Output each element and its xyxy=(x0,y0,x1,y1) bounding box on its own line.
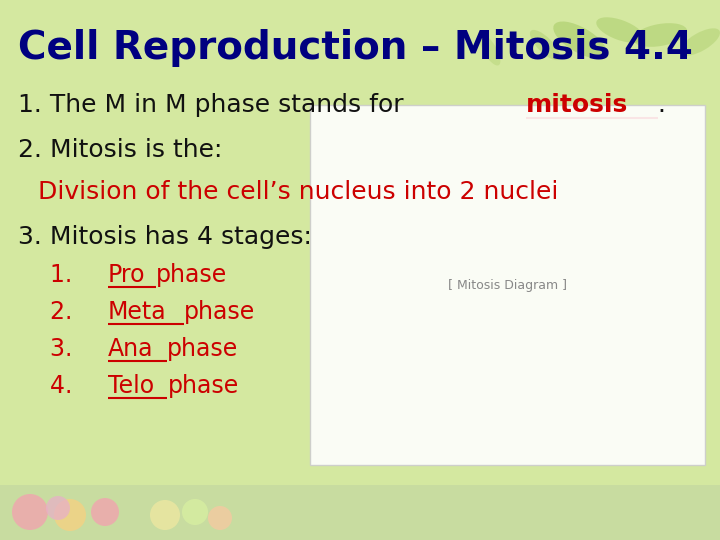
Circle shape xyxy=(54,499,86,531)
Ellipse shape xyxy=(553,22,607,58)
Circle shape xyxy=(208,506,232,530)
Circle shape xyxy=(150,500,180,530)
Circle shape xyxy=(182,499,208,525)
Text: 3. Mitosis has 4 stages:: 3. Mitosis has 4 stages: xyxy=(18,225,312,249)
Text: 3.: 3. xyxy=(50,337,95,361)
Circle shape xyxy=(46,496,70,520)
Text: 4.: 4. xyxy=(50,374,95,398)
Text: Meta: Meta xyxy=(108,300,166,324)
Text: Ana: Ana xyxy=(108,337,153,361)
Text: 2. Mitosis is the:: 2. Mitosis is the: xyxy=(18,138,222,162)
FancyBboxPatch shape xyxy=(0,485,720,540)
Text: 2.: 2. xyxy=(50,300,95,324)
Ellipse shape xyxy=(633,23,687,47)
Text: Telo: Telo xyxy=(108,374,154,398)
Text: phase: phase xyxy=(184,300,255,324)
Circle shape xyxy=(12,494,48,530)
Circle shape xyxy=(91,498,119,526)
Text: [ Mitosis Diagram ]: [ Mitosis Diagram ] xyxy=(449,279,567,292)
Text: Pro: Pro xyxy=(108,263,145,287)
Text: mitosis: mitosis xyxy=(526,93,628,117)
Text: 1.: 1. xyxy=(50,263,95,287)
Text: phase: phase xyxy=(156,263,228,287)
Text: 1. The M in M phase stands for: 1. The M in M phase stands for xyxy=(18,93,412,117)
FancyBboxPatch shape xyxy=(310,105,705,465)
Text: phase: phase xyxy=(166,337,238,361)
Ellipse shape xyxy=(480,35,500,65)
Ellipse shape xyxy=(596,17,644,43)
Text: Division of the cell’s nucleus into 2 nuclei: Division of the cell’s nucleus into 2 nu… xyxy=(38,180,559,204)
Text: Cell Reproduction – Mitosis 4.4: Cell Reproduction – Mitosis 4.4 xyxy=(18,29,693,67)
Text: .: . xyxy=(658,93,666,117)
Ellipse shape xyxy=(680,28,720,56)
Text: phase: phase xyxy=(168,374,238,398)
Ellipse shape xyxy=(530,30,560,60)
